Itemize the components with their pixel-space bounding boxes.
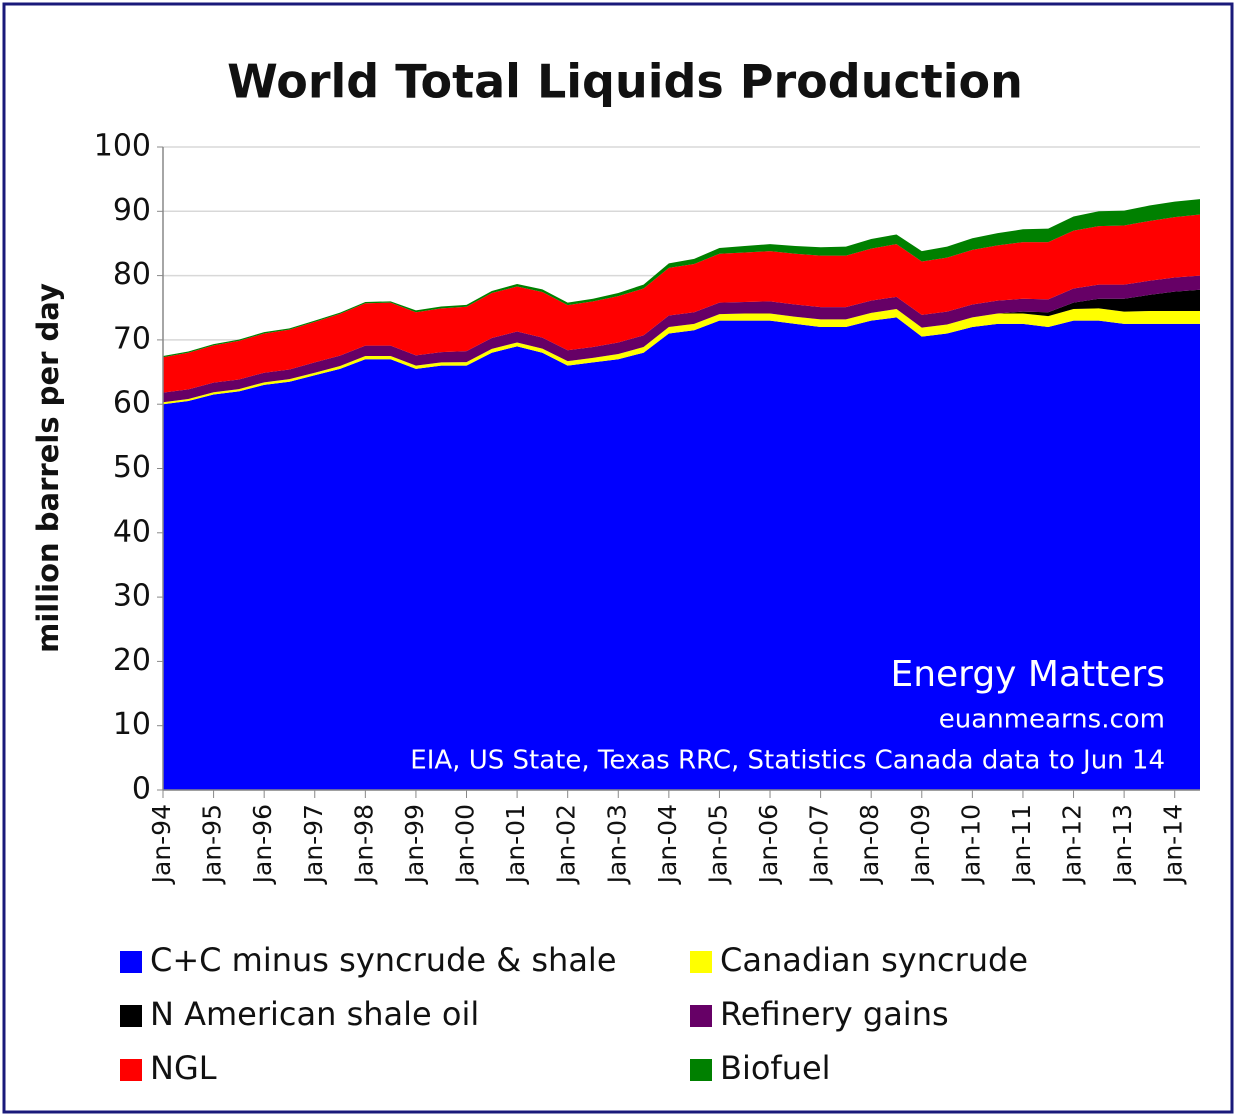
legend-swatch bbox=[120, 951, 142, 973]
x-tick-label: Jan-10 bbox=[956, 804, 985, 885]
legend-label: Refinery gains bbox=[720, 995, 949, 1033]
x-tick-label: Jan-05 bbox=[703, 804, 732, 885]
area bbox=[163, 275, 1200, 403]
x-tick-label: Jan-07 bbox=[805, 804, 834, 885]
x-tick-label: Jan-09 bbox=[906, 804, 935, 885]
x-tick-label: Jan-06 bbox=[754, 804, 783, 885]
legend-swatch bbox=[690, 1005, 712, 1027]
y-tick-label: 60 bbox=[113, 386, 151, 421]
y-tick-label: 90 bbox=[113, 193, 151, 228]
y-tick-label: 100 bbox=[94, 129, 151, 164]
legend-swatch bbox=[690, 951, 712, 973]
x-tick-label: Jan-94 bbox=[147, 804, 176, 885]
x-tick-label: Jan-95 bbox=[198, 804, 227, 885]
legend-label: Biofuel bbox=[720, 1049, 831, 1087]
y-tick-label: 20 bbox=[113, 643, 151, 678]
x-tick-label: Jan-03 bbox=[602, 804, 631, 885]
area bbox=[163, 289, 1200, 403]
y-tick-label: 30 bbox=[113, 579, 151, 614]
area bbox=[163, 199, 1200, 358]
y-tick-label: 70 bbox=[113, 321, 151, 356]
area bbox=[163, 317, 1200, 790]
x-tick-label: Jan-12 bbox=[1058, 804, 1087, 885]
annotation: EIA, US State, Texas RRC, Statistics Can… bbox=[410, 746, 1165, 776]
y-tick-label: 10 bbox=[113, 707, 151, 742]
legend-label: NGL bbox=[150, 1049, 217, 1087]
y-tick-label: 40 bbox=[113, 514, 151, 549]
x-tick-label: Jan-96 bbox=[248, 804, 277, 885]
legend-label: Canadian syncrude bbox=[720, 941, 1028, 979]
legend-swatch bbox=[120, 1005, 142, 1027]
y-tick-label: 80 bbox=[113, 257, 151, 292]
area bbox=[163, 308, 1200, 405]
x-tick-label: Jan-98 bbox=[349, 804, 378, 885]
area bbox=[163, 214, 1200, 393]
x-tick-label: Jan-02 bbox=[552, 804, 581, 885]
x-tick-label: Jan-14 bbox=[1159, 804, 1188, 885]
x-tick-label: Jan-97 bbox=[299, 804, 328, 885]
annotation: Energy Matters bbox=[890, 654, 1165, 695]
legend-swatch bbox=[120, 1059, 142, 1081]
y-axis-label: million barrels per day bbox=[31, 283, 65, 653]
x-tick-label: Jan-11 bbox=[1007, 804, 1036, 885]
x-tick-label: Jan-00 bbox=[451, 804, 480, 885]
annotation: euanmearns.com bbox=[939, 705, 1165, 735]
legend-label: N American shale oil bbox=[150, 995, 479, 1033]
x-tick-label: Jan-13 bbox=[1108, 804, 1137, 885]
x-tick-label: Jan-08 bbox=[855, 804, 884, 885]
chart-title: World Total Liquids Production bbox=[227, 55, 1023, 109]
y-tick-label: 50 bbox=[113, 450, 151, 485]
legend-label: C+C minus syncrude & shale bbox=[150, 941, 617, 979]
x-tick-label: Jan-01 bbox=[501, 804, 530, 885]
y-tick-label: 0 bbox=[132, 772, 151, 807]
x-tick-label: Jan-04 bbox=[653, 804, 682, 885]
legend-swatch bbox=[690, 1059, 712, 1081]
x-tick-label: Jan-99 bbox=[400, 804, 429, 885]
